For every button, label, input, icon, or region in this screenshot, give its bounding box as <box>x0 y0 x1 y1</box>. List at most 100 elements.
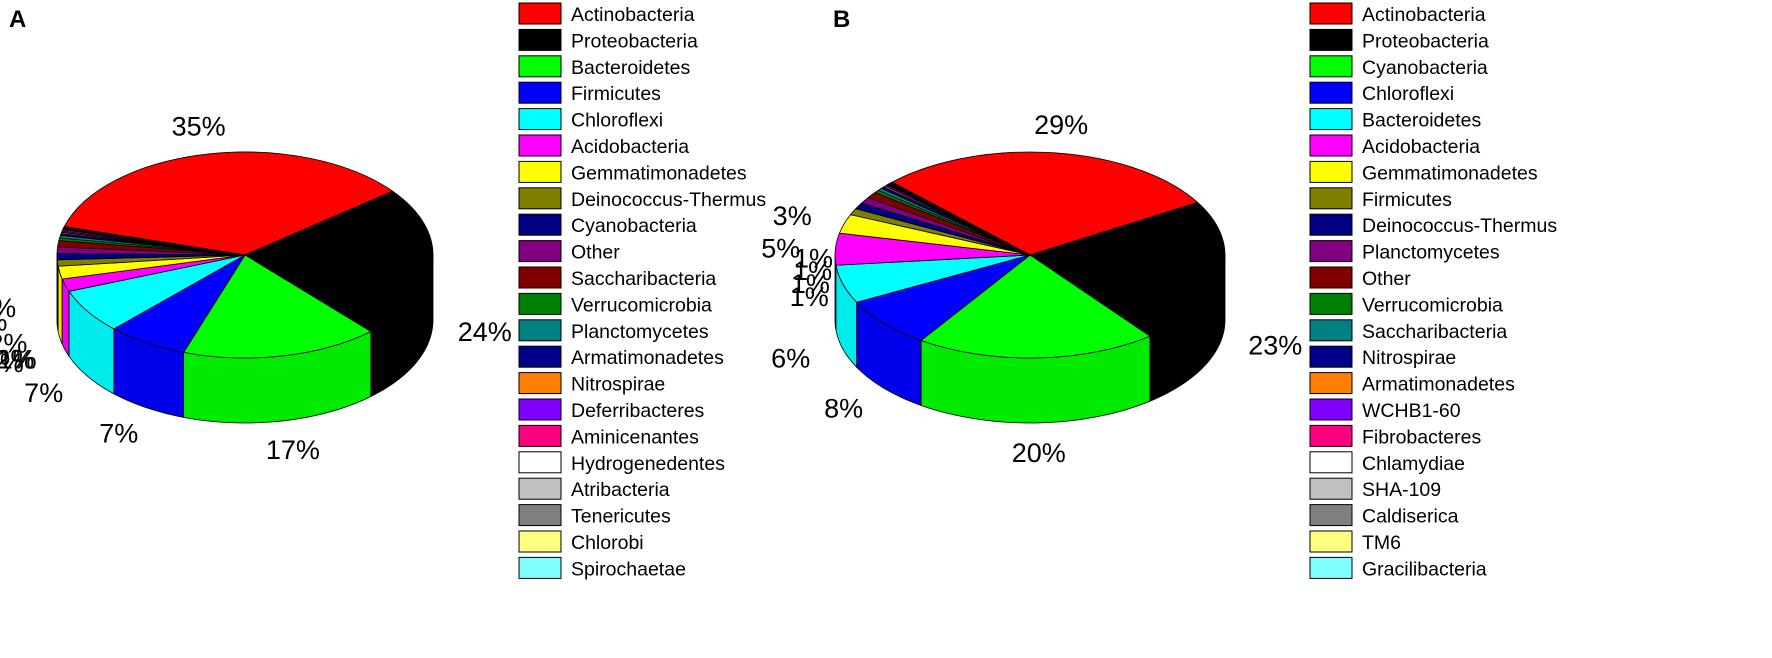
pct-label-b-deinococcus-thermus: 1% <box>793 256 832 286</box>
legend-item-b-fibrobacteres: Fibrobacteres <box>1309 424 1481 448</box>
legend-swatch <box>518 477 562 500</box>
legend-swatch <box>518 213 562 236</box>
pie-sides-a <box>56 254 434 424</box>
legend-swatch <box>518 372 562 395</box>
pct-label-a-saccharibacteria: 1% <box>0 307 7 337</box>
legend-label: Gemmatimonadetes <box>571 162 747 184</box>
pct-label-b-firmicutes: 1% <box>794 244 833 274</box>
legend-item-b-firmicutes: Firmicutes <box>1309 187 1452 211</box>
legend-swatch <box>518 530 562 553</box>
legend-swatch <box>518 81 562 104</box>
legend-swatch <box>518 319 562 342</box>
legend-item-b-gracilibacteria: Gracilibacteria <box>1309 556 1487 580</box>
legend-swatch <box>1309 477 1353 500</box>
legend-label: Deinococcus-Thermus <box>571 189 766 211</box>
legend-label: SHA-109 <box>1362 479 1441 501</box>
legend-swatch <box>518 160 562 183</box>
legend-label: Fibrobacteres <box>1362 426 1481 448</box>
legend-swatch <box>518 28 562 51</box>
legend-item-a-tenericutes: Tenericutes <box>518 504 671 528</box>
legend-label: WCHB1-60 <box>1362 400 1461 422</box>
pct-label-a-bacteroidetes: 17% <box>266 435 320 465</box>
legend-label: Proteobacteria <box>1362 30 1489 52</box>
legend-label: Chloroflexi <box>571 110 663 132</box>
legend-label: Verrucomicrobia <box>1362 294 1503 316</box>
legend-item-b-sha-109: SHA-109 <box>1309 477 1441 501</box>
legend-label: TM6 <box>1362 532 1401 554</box>
legend-swatch <box>1309 372 1353 395</box>
legend-swatch <box>1309 81 1353 104</box>
legend-swatch <box>518 187 562 210</box>
legend-swatch <box>518 451 562 474</box>
legend-swatch <box>1309 2 1353 25</box>
legend-item-a-atribacteria: Atribacteria <box>518 477 670 501</box>
legend-item-b-gemmatimonadetes: Gemmatimonadetes <box>1309 160 1538 184</box>
legend-label: Actinobacteria <box>1362 4 1486 26</box>
legend-swatch <box>1309 108 1353 131</box>
legend-label: Hydrogenedentes <box>571 453 725 475</box>
legend-item-a-armatimonadetes: Armatimonadetes <box>518 345 724 369</box>
legend-label: Chlorobi <box>571 532 644 554</box>
legend-item-b-acidobacteria: Acidobacteria <box>1309 134 1480 158</box>
pct-label-a-other: 1% <box>0 293 16 323</box>
pie-slice-b-gracilibacteria <box>890 181 1031 256</box>
pie-sides-b <box>834 254 1226 424</box>
pct-label-a-cyanobacteria: 1% <box>0 348 24 378</box>
legend-label: Actinobacteria <box>571 4 695 26</box>
legend-b: Actinobacteria Proteobacteria Cyanobacteri… <box>1309 2 1557 580</box>
legend-label: Deferribacteres <box>571 400 705 422</box>
legend-swatch <box>1309 28 1353 51</box>
legend-item-a-gemmatimonadetes: Gemmatimonadetes <box>518 160 747 184</box>
pct-label-b-gemmatimonadetes: 3% <box>773 201 812 231</box>
legend-label: Deinococcus-Thermus <box>1362 215 1557 237</box>
legend-item-a-deferribacteres: Deferribacteres <box>518 398 705 422</box>
pie-slice-b-proteobacteria <box>1029 201 1226 337</box>
legend-label: Caldiserica <box>1362 506 1459 528</box>
pie-slice-a-bacteroidetes <box>182 254 372 359</box>
pct-label-b-cyanobacteria: 20% <box>1012 438 1066 468</box>
legend-label: Other <box>1362 268 1411 290</box>
legend-swatch <box>518 108 562 131</box>
legend-item-a-firmicutes: Firmicutes <box>518 81 661 105</box>
legend-item-a-saccharibacteria: Saccharibacteria <box>518 266 716 290</box>
legend-swatch <box>518 504 562 527</box>
legend-swatch <box>1309 240 1353 263</box>
pct-label-a-proteobacteria: 24% <box>458 317 512 347</box>
legend-label: Tenericutes <box>571 506 671 528</box>
legend-swatch <box>1309 134 1353 157</box>
legend-swatch <box>518 55 562 78</box>
legend-label: Firmicutes <box>571 83 661 105</box>
pie-slice-b-cyanobacteria <box>920 254 1151 359</box>
legend-label: Saccharibacteria <box>571 268 716 290</box>
legend-label: Chlamydiae <box>1362 453 1465 475</box>
legend-label: Verrucomicrobia <box>571 294 712 316</box>
legend-swatch <box>518 556 562 579</box>
legend-item-b-chloroflexi: Chloroflexi <box>1309 81 1454 105</box>
legend-label: Proteobacteria <box>571 30 698 52</box>
legend-item-b-cyanobacteria: Cyanobacteria <box>1309 55 1488 79</box>
panel-letter-a: A <box>9 6 26 33</box>
legend-label: Aminicenantes <box>571 426 699 448</box>
legend-label: Armatimonadetes <box>571 347 724 369</box>
legend-swatch <box>1309 213 1353 236</box>
legend-label: Armatimonadetes <box>1362 374 1515 396</box>
legend-label: Cyanobacteria <box>1362 57 1488 79</box>
legend-item-a-chlorobi: Chlorobi <box>518 530 644 554</box>
legend-swatch <box>1309 345 1353 368</box>
legend-label: Chloroflexi <box>1362 83 1454 105</box>
pct-label-a-actinobacteria: 35% <box>172 112 226 142</box>
legend-label: Gemmatimonadetes <box>1362 162 1538 184</box>
legend-swatch <box>1309 504 1353 527</box>
legend-swatch <box>1309 187 1353 210</box>
legend-item-a-planctomycetes: Planctomycetes <box>518 319 709 343</box>
legend-item-b-verrucomicrobia: Verrucomicrobia <box>1309 292 1503 316</box>
legend-swatch <box>518 424 562 447</box>
pct-label-b-other: 1% <box>790 282 829 312</box>
legend-item-a-hydrogenedentes: Hydrogenedentes <box>518 451 725 475</box>
legend-swatch <box>518 134 562 157</box>
legend-item-b-deinococcus-thermus: Deinococcus-Thermus <box>1309 213 1557 237</box>
legend-label: Nitrospirae <box>1362 347 1456 369</box>
pie-top-a <box>56 151 434 359</box>
legend-item-b-tm6: TM6 <box>1309 530 1401 554</box>
legend-swatch <box>518 266 562 289</box>
